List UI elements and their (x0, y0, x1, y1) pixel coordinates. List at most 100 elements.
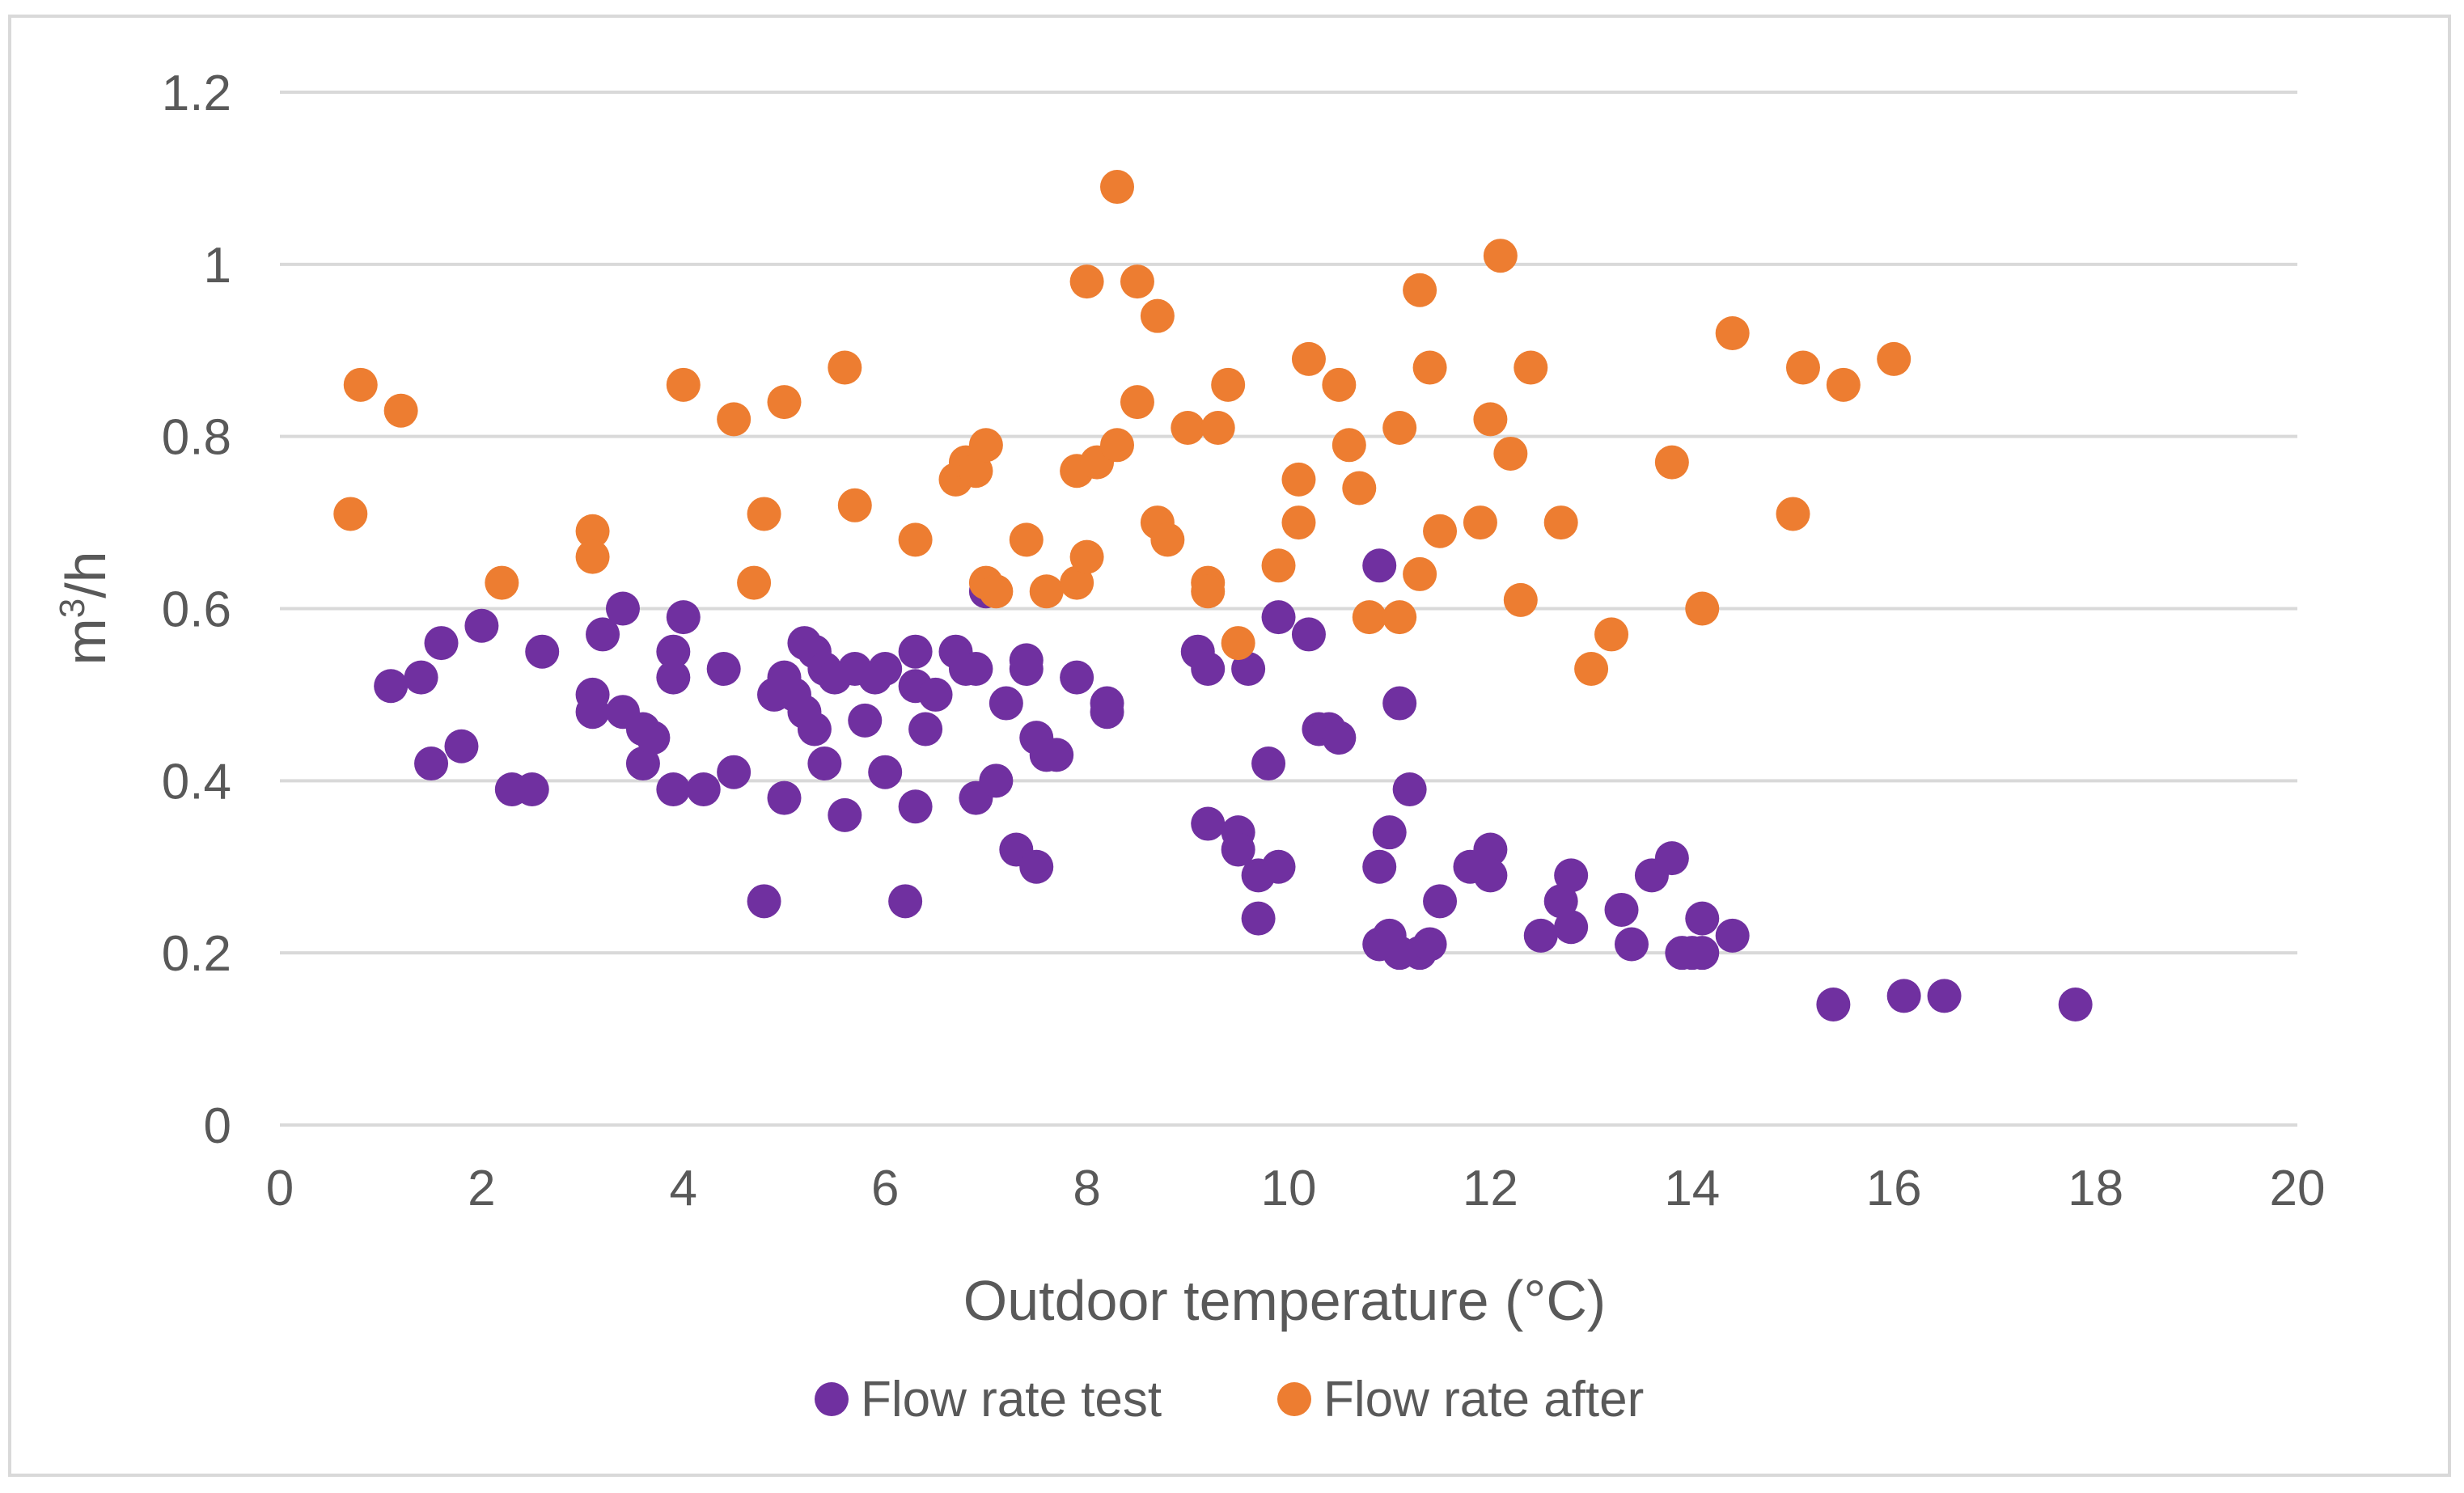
point-flow-rate-test (1039, 738, 1074, 772)
point-flow-rate-test (1927, 979, 1962, 1013)
point-flow-rate-after (828, 350, 862, 385)
x-tick-label: 14 (1664, 1161, 1720, 1216)
point-flow-rate-test (1060, 660, 1094, 695)
point-flow-rate-test (979, 763, 1014, 798)
point-flow-rate-after (737, 565, 772, 600)
scatter-chart: 0 0.2 0.4 0.6 0.8 1 1.2 0 2 4 6 8 10 12 14 16 18 20 Outd… (53, 66, 2325, 1427)
point-flow-rate-test (1261, 600, 1296, 635)
point-flow-rate-after (1776, 497, 1810, 531)
x-tick-label: 0 (266, 1161, 294, 1216)
point-flow-rate-test (1231, 651, 1266, 686)
point-flow-rate-test (656, 772, 691, 806)
point-flow-rate-after (333, 497, 368, 531)
point-flow-rate-after (1120, 385, 1154, 420)
point-flow-rate-after (1654, 445, 1689, 480)
point-flow-rate-test (374, 669, 409, 704)
point-flow-rate-test (666, 600, 701, 635)
point-flow-rate-after (1423, 514, 1458, 548)
point-flow-rate-after (485, 565, 519, 600)
point-flow-rate-test (1554, 910, 1589, 945)
point-flow-rate-test (656, 660, 691, 695)
point-flow-rate-test (828, 797, 862, 832)
y-tick-label: 0.2 (162, 926, 231, 982)
point-flow-rate-test (898, 634, 933, 669)
point-flow-rate-after (1100, 170, 1135, 205)
point-flow-rate-after (1009, 522, 1044, 557)
y-axis-title: m3/h (53, 551, 117, 665)
point-flow-rate-after (1069, 539, 1104, 574)
point-flow-rate-after (837, 488, 872, 522)
point-flow-rate-after (1574, 651, 1609, 686)
x-tick-label: 16 (1866, 1161, 1922, 1216)
point-flow-rate-test (424, 626, 459, 661)
point-flow-rate-after (717, 402, 751, 437)
point-flow-rate-after (1331, 428, 1366, 463)
point-flow-rate-after (1221, 626, 1255, 661)
point-flow-rate-after (1322, 367, 1357, 402)
point-flow-rate-after (1171, 411, 1205, 446)
point-flow-rate-test (1362, 548, 1397, 583)
point-flow-rate-test (1423, 884, 1458, 919)
x-tick-label: 6 (871, 1161, 899, 1216)
point-flow-rate-test (1654, 841, 1689, 876)
point-flow-rate-test (2058, 988, 2093, 1022)
point-flow-rate-test (575, 695, 610, 730)
point-flow-rate-after (1473, 402, 1508, 437)
x-axis-title: Outdoor temperature (°C) (963, 1269, 1606, 1332)
point-flow-rate-after (1191, 574, 1226, 609)
point-flow-rate-test (1221, 832, 1255, 867)
y-tick-label: 1 (204, 238, 231, 294)
point-flow-rate-test (767, 780, 802, 815)
point-flow-rate-test (1382, 686, 1417, 721)
x-tick-label: 18 (2068, 1161, 2123, 1216)
point-flow-rate-test (514, 772, 549, 806)
y-axis-ticks: 0 0.2 0.4 0.6 0.8 1 1.2 (162, 66, 231, 1154)
point-flow-rate-after (1382, 411, 1417, 446)
point-flow-rate-after (383, 393, 418, 428)
y-axis-title-base: m (54, 618, 117, 665)
x-tick-label: 10 (1261, 1161, 1317, 1216)
point-flow-rate-after (343, 367, 378, 402)
point-flow-rate-test (1362, 849, 1397, 884)
point-flow-rate-after (1412, 350, 1447, 385)
point-flow-rate-test (1090, 695, 1124, 730)
point-flow-rate-test (1554, 858, 1589, 893)
point-flow-rate-test (1261, 849, 1296, 884)
series-flow-rate-after (333, 170, 1912, 686)
point-flow-rate-test (908, 712, 943, 746)
point-flow-rate-test (1685, 901, 1720, 936)
point-flow-rate-after (1342, 471, 1377, 505)
point-flow-rate-after (1150, 522, 1185, 557)
point-flow-rate-test (1291, 617, 1326, 652)
x-tick-label: 8 (1073, 1161, 1100, 1216)
point-flow-rate-test (706, 651, 741, 686)
point-flow-rate-after (1685, 591, 1720, 626)
point-flow-rate-test (959, 651, 993, 686)
point-flow-rate-test (525, 634, 560, 669)
point-flow-rate-test (1523, 918, 1558, 953)
point-flow-rate-test (1816, 988, 1851, 1022)
point-flow-rate-after (1403, 556, 1437, 591)
point-flow-rate-after (1483, 239, 1518, 273)
point-flow-rate-test (1372, 815, 1407, 850)
point-flow-rate-test (414, 746, 449, 781)
point-flow-rate-after (1069, 264, 1104, 299)
point-flow-rate-test (1322, 721, 1357, 755)
x-tick-label: 2 (468, 1161, 495, 1216)
point-flow-rate-test (888, 884, 923, 919)
point-flow-rate-test (444, 729, 479, 763)
point-flow-rate-test (717, 755, 751, 789)
point-flow-rate-after (1826, 367, 1861, 402)
data-points (333, 170, 2093, 1022)
point-flow-rate-after (1140, 298, 1175, 333)
point-flow-rate-after (747, 497, 781, 531)
y-tick-label: 1.2 (162, 66, 231, 121)
series-flow-rate-test (374, 548, 2093, 1022)
point-flow-rate-after (1463, 505, 1497, 540)
point-flow-rate-test (868, 755, 903, 789)
point-flow-rate-test (1251, 746, 1286, 781)
point-flow-rate-test (1543, 884, 1578, 919)
point-flow-rate-test (1019, 849, 1054, 884)
point-flow-rate-after (979, 574, 1014, 609)
point-flow-rate-after (1493, 436, 1528, 471)
